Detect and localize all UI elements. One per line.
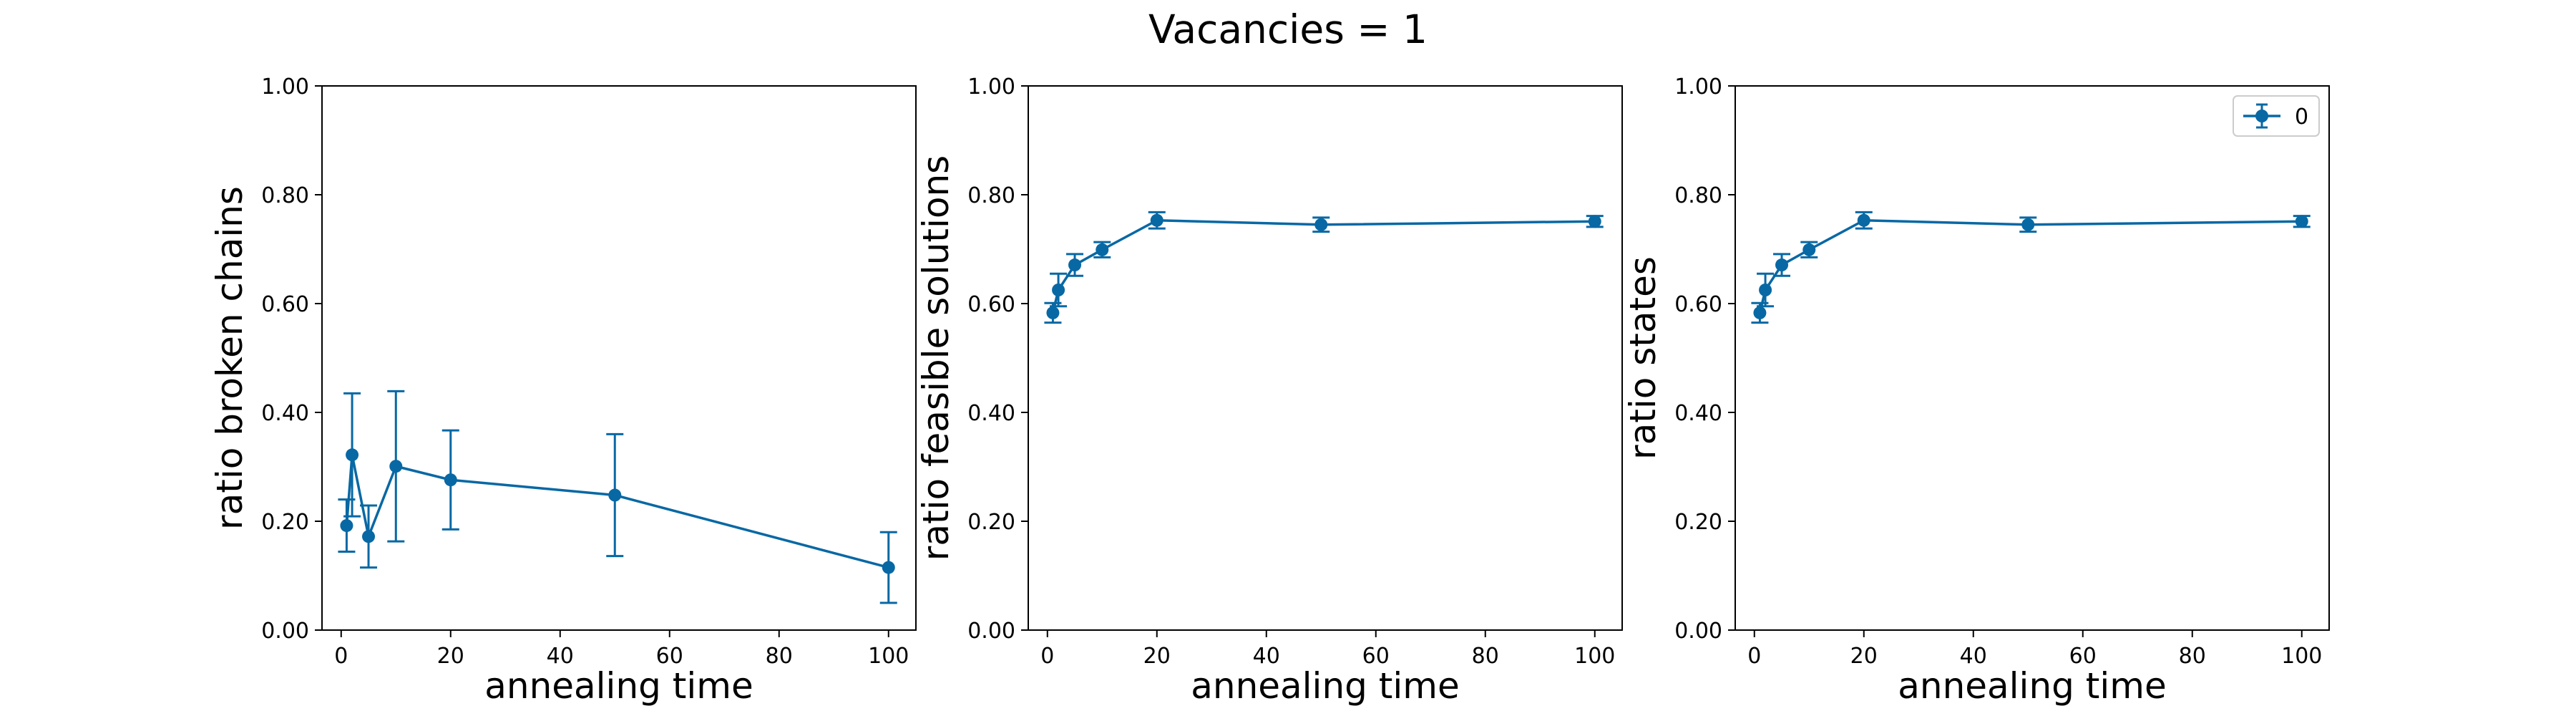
- data-point: [1096, 243, 1109, 256]
- y-tick-label: 0.60: [967, 292, 1015, 317]
- series-1: [1044, 211, 1604, 324]
- data-point: [1753, 306, 1767, 319]
- y-tick-label: 0.20: [261, 510, 309, 535]
- subplot-3: 0 20 40 60 80 100 0.00 0.20 0.40 0.60 0.80 1.00 anne…: [1622, 74, 2330, 707]
- figure-title: Vacancies = 1: [1148, 6, 1428, 52]
- x-tick-label: 40: [547, 644, 574, 669]
- x-tick-label: 100: [2281, 644, 2322, 669]
- subplot-2: 0 20 40 60 80 100 0.00 0.20 0.40 0.60 0.80 1.00 anne…: [915, 74, 1623, 707]
- y-tick-label: 0.20: [1674, 510, 1722, 535]
- data-point: [389, 460, 403, 473]
- data-point: [2295, 215, 2308, 228]
- x-tick-label: 60: [2069, 644, 2097, 669]
- y-tick-label: 0.40: [261, 401, 309, 426]
- x-tick-label: 20: [437, 644, 464, 669]
- data-point: [2021, 218, 2035, 231]
- series-1: [338, 390, 897, 604]
- y-tick-label: 0.00: [967, 619, 1015, 644]
- y-tick-label: 1.00: [967, 74, 1015, 100]
- x-tick-label: 0: [1040, 644, 1054, 669]
- y-tick-label: 1.00: [261, 74, 309, 100]
- y-axis-label: ratio broken chains: [209, 186, 250, 530]
- x-axis-label: annealing time: [484, 665, 753, 707]
- y-axis-label: ratio feasible solutions: [915, 155, 957, 561]
- data-point: [362, 530, 376, 543]
- x-tick-label: 20: [1850, 644, 1878, 669]
- y-tick-label: 0.00: [261, 619, 309, 644]
- y-tick-label: 0.80: [967, 183, 1015, 208]
- y-tick-label: 1.00: [1674, 74, 1722, 100]
- axes-frame: [1028, 85, 1623, 631]
- data-point: [882, 561, 895, 574]
- data-point: [340, 519, 353, 533]
- legend-label: 0: [2295, 105, 2308, 130]
- x-tick-label: 0: [334, 644, 348, 669]
- data-point: [1857, 213, 1870, 227]
- y-tick-label: 0.40: [1674, 401, 1722, 426]
- legend-marker: [2255, 110, 2268, 122]
- x-axis-label: annealing time: [1898, 665, 2167, 707]
- axes-frame: [321, 85, 917, 631]
- y-tick-label: 0.60: [1674, 292, 1722, 317]
- data-point: [608, 488, 622, 502]
- y-tick-label: 0.80: [1674, 183, 1722, 208]
- data-point: [1775, 258, 1789, 272]
- data-point: [1068, 258, 1082, 272]
- y-tick-label: 0.40: [967, 401, 1015, 426]
- x-tick-label: 80: [766, 644, 793, 669]
- y-tick-label: 0.60: [261, 292, 309, 317]
- x-tick-label: 100: [868, 644, 909, 669]
- x-tick-label: 0: [1747, 644, 1761, 669]
- x-tick-label: 20: [1143, 644, 1171, 669]
- axes-frame: [1735, 85, 2330, 631]
- data-point: [346, 448, 359, 462]
- data-point: [444, 473, 457, 487]
- x-tick-label: 80: [1472, 644, 1499, 669]
- subplot-1: 0 20 40 60 80 100 0.00 0.20 0.40 0.60 0.80 1.00 anne…: [209, 74, 917, 707]
- y-tick-label: 0.80: [261, 183, 309, 208]
- data-point: [1802, 243, 1816, 256]
- series-1: [1751, 211, 2311, 324]
- x-tick-label: 40: [1253, 644, 1280, 669]
- data-point: [1759, 284, 1772, 296]
- data-point: [1052, 284, 1065, 296]
- subplots: 0 20 40 60 80 100 0.00 0.20 0.40 0.60 0.80 1.00 anne…: [209, 74, 2330, 707]
- y-tick-label: 0.20: [967, 510, 1015, 535]
- data-point: [1314, 218, 1328, 231]
- y-tick-label: 0.00: [1674, 619, 1722, 644]
- x-tick-label: 60: [1362, 644, 1390, 669]
- data-point: [1150, 213, 1163, 227]
- x-tick-label: 100: [1574, 644, 1615, 669]
- x-axis-label: annealing time: [1191, 665, 1460, 707]
- x-tick-label: 80: [2179, 644, 2206, 669]
- data-point: [1046, 306, 1060, 319]
- legend: 0: [2233, 95, 2320, 137]
- y-axis-label: ratio states: [1622, 256, 1664, 460]
- x-tick-label: 40: [1960, 644, 1987, 669]
- x-tick-label: 60: [656, 644, 683, 669]
- data-point: [1588, 215, 1601, 228]
